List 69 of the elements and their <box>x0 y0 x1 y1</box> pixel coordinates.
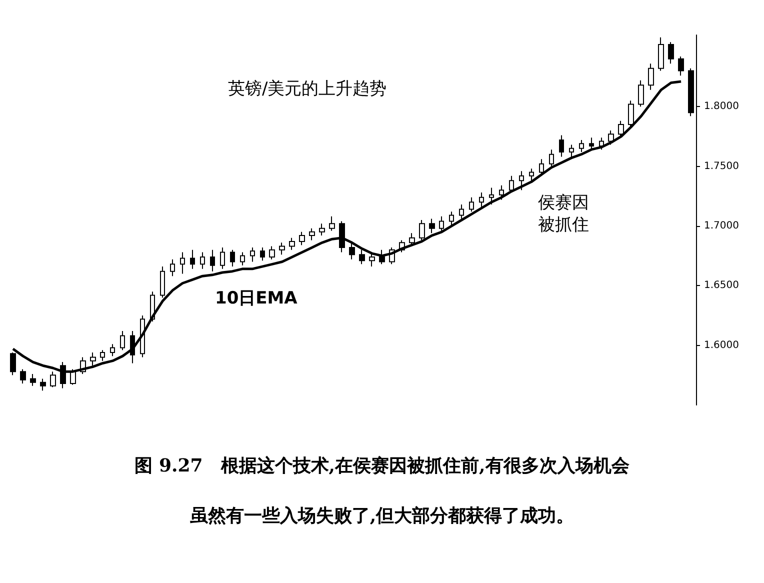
candlestick <box>409 232 415 246</box>
candlestick <box>240 252 245 266</box>
candlestick <box>429 218 435 234</box>
candlestick <box>110 344 115 357</box>
candlestick <box>419 220 425 241</box>
candlestick <box>120 330 125 351</box>
candlestick <box>569 144 574 158</box>
candlestick <box>529 168 534 182</box>
candlestick <box>688 68 694 117</box>
candlestick <box>299 231 305 246</box>
candlestick <box>40 378 46 392</box>
candlestick <box>668 42 674 64</box>
candlestick <box>180 252 185 274</box>
candlestick <box>250 246 255 262</box>
candlestick <box>549 149 554 167</box>
candlestick <box>678 56 684 76</box>
candlestick <box>100 350 105 362</box>
candlestick <box>648 63 654 90</box>
y-tick-label: 1.6500 <box>704 280 739 292</box>
candlestick <box>170 258 175 277</box>
candlestick <box>479 192 484 208</box>
candlestick <box>359 249 365 265</box>
candlestick <box>449 211 454 226</box>
candlestick <box>160 266 165 298</box>
candlestick <box>309 228 315 241</box>
candlestick <box>608 130 614 146</box>
candlestick <box>489 187 494 205</box>
y-tick-label: 1.8000 <box>704 101 739 112</box>
y-tick-label: 1.7000 <box>704 220 739 232</box>
candlestick <box>260 246 265 262</box>
candlestick <box>200 252 205 270</box>
candlestick <box>469 196 474 212</box>
candlestick <box>439 216 444 232</box>
text: 虽然有一些入场失败了,但大部分都获得了成功。 <box>188 506 574 526</box>
candlestick <box>618 120 624 138</box>
candlestick <box>289 237 295 250</box>
candlestick <box>379 249 385 265</box>
candlestick <box>220 246 225 270</box>
candlestick <box>509 175 514 194</box>
y-tick-label: 1.7500 <box>704 160 739 172</box>
candlestick <box>499 184 504 200</box>
candlestick <box>589 137 594 150</box>
candlestick <box>628 100 634 129</box>
candlestick <box>638 80 644 108</box>
candlestick <box>230 249 235 268</box>
candlestick <box>349 242 355 260</box>
candlestick <box>658 36 664 72</box>
candlestick <box>30 373 36 386</box>
candlestick <box>329 216 335 232</box>
text: 图 9.27 根据这个技术,在侯赛因被抓住前,有很多次入场机会 <box>134 456 630 476</box>
candlestick <box>519 170 524 191</box>
candlestick <box>190 249 195 270</box>
candlestick <box>20 368 26 384</box>
candlestick <box>319 223 325 236</box>
candlestick <box>559 134 564 158</box>
candlestick <box>459 204 464 220</box>
candlestick <box>599 137 604 150</box>
series-label: 10日EMA <box>215 288 298 308</box>
candlestick <box>210 249 215 272</box>
annotation: 英镑/美元的上升趋势 <box>228 79 387 99</box>
candlestick <box>269 246 275 260</box>
candlestick <box>279 242 285 256</box>
candlestick <box>90 352 96 366</box>
y-tick-label: 1.6000 <box>704 340 739 351</box>
candlestick <box>579 140 584 152</box>
candlestick <box>50 371 56 388</box>
candlestick <box>339 220 345 253</box>
candlestick <box>369 252 375 268</box>
annotation: 侯赛因被抓住 <box>538 193 589 235</box>
